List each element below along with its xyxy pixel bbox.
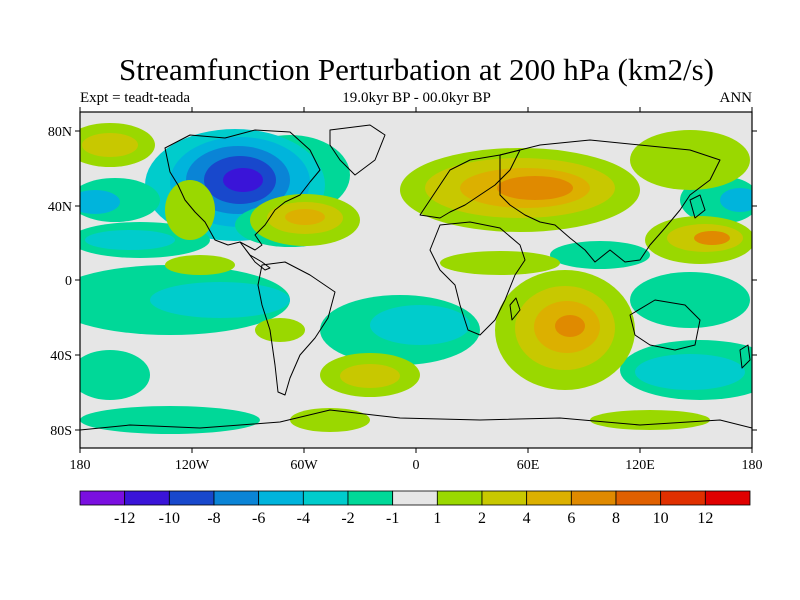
lon-label: 120W — [175, 458, 210, 473]
lon-label: 60E — [517, 458, 540, 473]
colorbar-swatch — [302, 490, 349, 506]
contour-region — [165, 180, 215, 240]
latitude-axis: 80N 40N 0 40S 80S — [48, 125, 757, 439]
contour-region — [82, 133, 138, 157]
contour-region — [150, 282, 290, 318]
colorbar-label: 10 — [653, 510, 669, 527]
lat-label: 0 — [65, 274, 72, 289]
lon-label: 120E — [625, 458, 655, 473]
contour-region — [223, 168, 263, 192]
period-label: 19.0kyr BP - 00.0kyr BP — [342, 90, 491, 106]
lat-label: 80S — [50, 424, 72, 439]
contour-region — [80, 190, 120, 214]
longitude-axis: 180 120W 60W 0 60E 120E 180 — [70, 107, 763, 473]
coastline-greenland — [329, 124, 386, 176]
contour-region — [630, 272, 750, 328]
contour-region — [550, 241, 650, 269]
colorbar-label: 1 — [433, 510, 441, 527]
coastline-asia — [499, 139, 721, 263]
contour-region — [165, 255, 235, 275]
colorbar-label: 4 — [523, 510, 531, 527]
colorbar-swatch — [213, 490, 260, 506]
colorbar-label: -4 — [297, 510, 310, 527]
colorbar: -12 -10 -8 -6 -4 -2 -1 1 2 4 6 8 10 12 — [79, 490, 751, 527]
colorbar-swatch — [79, 490, 126, 506]
lat-label: 40S — [50, 349, 72, 364]
coastline-australia — [629, 299, 701, 351]
lon-label: 60W — [290, 458, 318, 473]
contour-region — [370, 305, 470, 345]
colorbar-swatch — [704, 490, 751, 506]
contour-region — [285, 209, 325, 225]
colorbar-swatch — [526, 490, 572, 506]
contour-region — [635, 354, 745, 390]
contour-region — [440, 251, 560, 275]
contour-region — [720, 188, 752, 212]
lon-label: 180 — [742, 458, 763, 473]
coastline-south-america — [257, 261, 336, 396]
coastline-africa — [429, 221, 526, 336]
colorbar-swatch — [258, 490, 304, 506]
contour-region — [85, 230, 175, 250]
coastline-europe — [419, 149, 521, 219]
colorbar-label: -12 — [114, 510, 135, 527]
colorbar-swatch — [124, 490, 170, 506]
coastline-new-zealand — [739, 344, 751, 369]
colorbar-swatch — [615, 490, 662, 506]
contour-region — [590, 410, 710, 430]
anomaly-field — [80, 123, 752, 434]
coastline-antarctica — [80, 409, 752, 431]
coastline-madagascar — [509, 297, 521, 321]
contour-region — [630, 130, 750, 190]
plot-title: Streamfunction Perturbation at 200 hPa (… — [119, 52, 714, 87]
colorbar-label: 8 — [612, 510, 620, 527]
season-label: ANN — [719, 90, 753, 106]
positive-anomalies — [80, 123, 752, 432]
lat-label: 80N — [48, 125, 72, 140]
contour-region — [340, 364, 400, 388]
contour-region — [290, 408, 370, 432]
experiment-label: Expt = teadt-teada — [80, 90, 191, 106]
colorbar-label: 2 — [478, 510, 486, 527]
contour-region — [694, 231, 730, 245]
contour-region — [80, 406, 260, 434]
coastline-north-america — [164, 129, 321, 251]
colorbar-swatch — [347, 490, 394, 506]
colorbar-swatch — [168, 490, 215, 506]
colorbar-label: -6 — [252, 510, 265, 527]
colorbar-label: -10 — [159, 510, 180, 527]
lat-label: 40N — [48, 200, 72, 215]
contour-region — [555, 315, 585, 337]
lon-label: 180 — [70, 458, 91, 473]
contour-region — [497, 176, 573, 200]
colorbar-label: -1 — [386, 510, 399, 527]
colorbar-swatch — [660, 490, 706, 506]
coastlines — [80, 124, 752, 431]
colorbar-label: -2 — [341, 510, 354, 527]
contour-region — [255, 318, 305, 342]
coastline-central-america — [239, 241, 271, 271]
colorbar-swatch — [481, 490, 528, 506]
colorbar-swatch — [570, 490, 617, 506]
colorbar-swatch — [392, 490, 438, 506]
coastline-japan — [689, 194, 706, 219]
contour-region — [80, 350, 150, 400]
colorbar-swatch — [436, 490, 483, 506]
lon-label: 0 — [413, 458, 420, 473]
colorbar-label: 12 — [697, 510, 713, 527]
colorbar-label: -8 — [207, 510, 220, 527]
colorbar-label: 6 — [567, 510, 575, 527]
